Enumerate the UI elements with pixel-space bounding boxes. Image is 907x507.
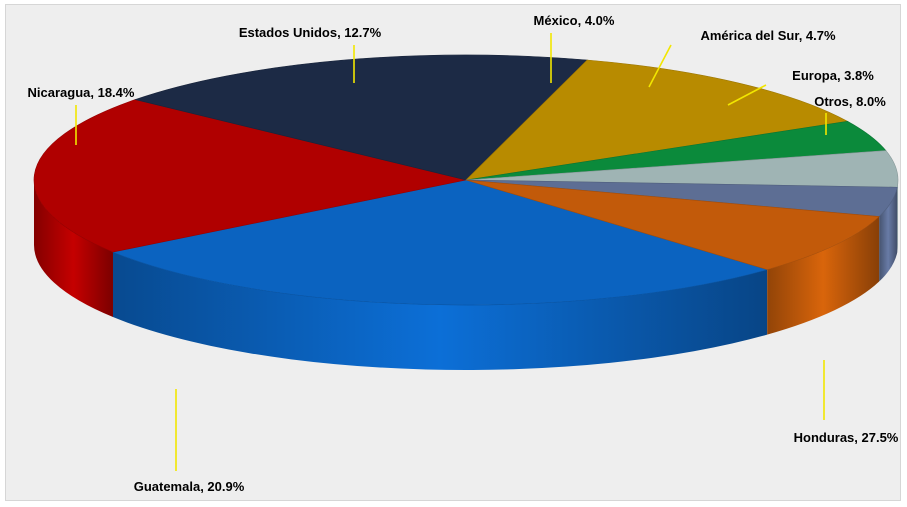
pie-labels: Honduras, 27.5% Guatemala, 20.9% Nicaragua…: [28, 13, 899, 494]
pie-top: [33, 54, 899, 306]
data-label-honduras: Honduras, 27.5%: [794, 430, 899, 445]
pie-chart: Honduras, 27.5% Guatemala, 20.9% Nicaragua…: [28, 13, 899, 494]
data-label-mexico: México, 4.0%: [534, 13, 615, 28]
data-label-america-del-sur: América del Sur, 4.7%: [700, 28, 836, 43]
data-label-guatemala: Guatemala, 20.9%: [134, 479, 245, 494]
pie-side-europa: [879, 187, 898, 282]
chart-area: Honduras, 27.5% Guatemala, 20.9% Nicaragua…: [5, 4, 901, 501]
pie-side-otros: [767, 216, 880, 335]
pie-side-america-del-sur: [897, 180, 898, 253]
data-label-otros: Otros, 8.0%: [814, 94, 886, 109]
data-label-nicaragua: Nicaragua, 18.4%: [28, 85, 135, 100]
pie-side-honduras: [112, 252, 768, 370]
leader-line-europa: [727, 84, 767, 106]
pie-side-guatemala: [33, 180, 113, 318]
pie-slice-otros: [465, 179, 880, 270]
data-label-estados-unidos: Estados Unidos, 12.7%: [239, 25, 382, 40]
pie-slice-nicaragua: [134, 54, 588, 181]
pie-slice-guatemala: [33, 99, 467, 253]
pie-slice-honduras: [111, 179, 769, 306]
leader-line-america-del-sur: [648, 44, 672, 88]
pie-slice-estados-unidos: [465, 59, 849, 181]
data-label-europa: Europa, 3.8%: [792, 68, 874, 83]
pie-sides: [33, 180, 898, 370]
